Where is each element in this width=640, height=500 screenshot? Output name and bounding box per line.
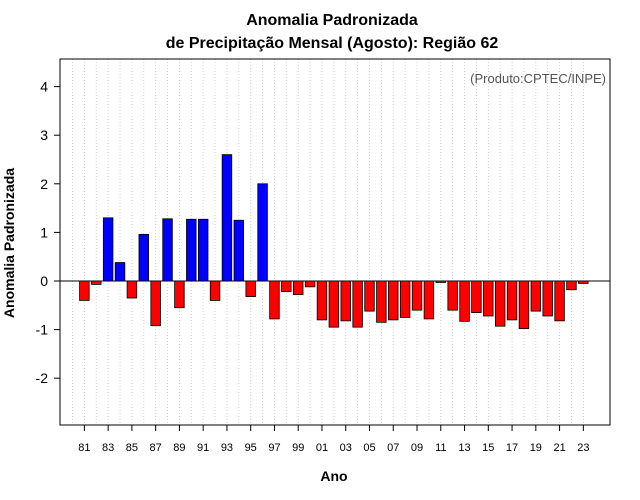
bar-16 bbox=[494, 280, 506, 327]
bar-88 bbox=[162, 218, 173, 282]
chart-title-line1: Anomalia Padronizada bbox=[246, 12, 418, 29]
bar-97 bbox=[269, 280, 280, 320]
x-tick-label: 97 bbox=[268, 442, 280, 454]
y-tick-label: -2 bbox=[36, 370, 49, 386]
bar-15 bbox=[483, 280, 494, 317]
bar-04 bbox=[352, 280, 363, 328]
y-tick-label: 3 bbox=[40, 127, 48, 143]
x-tick-label: 11 bbox=[435, 442, 446, 454]
x-tick-label: 89 bbox=[173, 442, 185, 454]
vertical-gridlines bbox=[72, 59, 584, 425]
y-tick-label: 1 bbox=[40, 224, 48, 240]
bar-23 bbox=[578, 280, 589, 284]
bar-21 bbox=[554, 280, 565, 322]
bar-14 bbox=[471, 280, 482, 313]
x-tick-label: 23 bbox=[577, 442, 589, 454]
bar-89 bbox=[174, 280, 185, 309]
plot-frame bbox=[59, 58, 611, 426]
bar-01 bbox=[316, 280, 328, 321]
bar-82 bbox=[91, 280, 102, 285]
bar-85 bbox=[126, 280, 138, 299]
x-tick-label: 19 bbox=[530, 442, 542, 454]
bar-92 bbox=[209, 280, 221, 301]
bar-81 bbox=[79, 280, 90, 301]
y-tick-label: -1 bbox=[36, 322, 49, 338]
source-note: (Produto:CPTEC/INPE) bbox=[470, 71, 606, 86]
bar-09 bbox=[411, 280, 423, 311]
bar-07 bbox=[388, 280, 399, 321]
bar-08 bbox=[399, 280, 411, 318]
x-tick-label: 01 bbox=[316, 442, 328, 454]
bar-06 bbox=[376, 280, 387, 323]
x-tick-label: 95 bbox=[245, 442, 257, 454]
bar-17 bbox=[506, 280, 518, 321]
bar-05 bbox=[364, 280, 375, 312]
bar-94 bbox=[233, 219, 245, 282]
x-tick-label: 81 bbox=[78, 442, 90, 454]
bars-group bbox=[79, 154, 589, 330]
chart-title-line2: de Precipitação Mensal (Agosto): Região … bbox=[166, 35, 499, 52]
x-tick-label: 93 bbox=[221, 442, 233, 454]
x-tick-label: 99 bbox=[292, 442, 304, 454]
bar-95 bbox=[245, 280, 256, 297]
bar-90 bbox=[186, 218, 197, 282]
bar-18 bbox=[518, 280, 530, 330]
bar-84 bbox=[114, 262, 126, 282]
bar-83 bbox=[102, 217, 114, 282]
x-tick-label: 13 bbox=[458, 442, 470, 454]
bar-98 bbox=[281, 280, 292, 293]
x-tick-label: 91 bbox=[197, 442, 209, 454]
x-tick-label: 07 bbox=[387, 442, 399, 454]
x-tick-label: 03 bbox=[340, 442, 352, 454]
bar-99 bbox=[293, 280, 304, 296]
y-tick-label: 2 bbox=[40, 176, 48, 192]
bar-03 bbox=[340, 280, 351, 322]
bar-93 bbox=[221, 154, 233, 282]
bar-87 bbox=[150, 280, 161, 327]
x-tick-label: 87 bbox=[150, 442, 162, 454]
y-axis: -2 -1 0 1 2 3 4 bbox=[36, 79, 60, 386]
x-axis-label: Ano bbox=[320, 468, 347, 484]
x-tick-label: 21 bbox=[553, 442, 565, 454]
bar-12 bbox=[447, 280, 458, 311]
bar-02 bbox=[328, 280, 340, 328]
bar-00 bbox=[304, 280, 316, 288]
bar-10 bbox=[423, 280, 435, 320]
x-axis: 81 83 85 87 89 91 93 95 97 99 01 03 05 07 09 11 13 15 17 19… bbox=[78, 425, 589, 454]
x-tick-label: 85 bbox=[126, 442, 138, 454]
x-tick-label: 05 bbox=[363, 442, 375, 454]
bar-22 bbox=[566, 280, 577, 291]
x-tick-label: 17 bbox=[506, 442, 518, 454]
bar-20 bbox=[542, 280, 553, 317]
y-tick-label: 0 bbox=[40, 273, 48, 289]
bar-96 bbox=[257, 183, 268, 282]
x-tick-label: 15 bbox=[482, 442, 494, 454]
y-tick-label: 4 bbox=[40, 79, 48, 95]
bar-91 bbox=[197, 218, 209, 282]
bar-13 bbox=[459, 280, 470, 322]
bar-19 bbox=[530, 280, 542, 312]
bar-11 bbox=[435, 280, 446, 283]
y-axis-label: Anomalia Padronizada bbox=[1, 168, 17, 318]
x-tick-label: 09 bbox=[411, 442, 423, 454]
bar-86 bbox=[138, 233, 149, 282]
x-tick-label: 83 bbox=[102, 442, 114, 454]
